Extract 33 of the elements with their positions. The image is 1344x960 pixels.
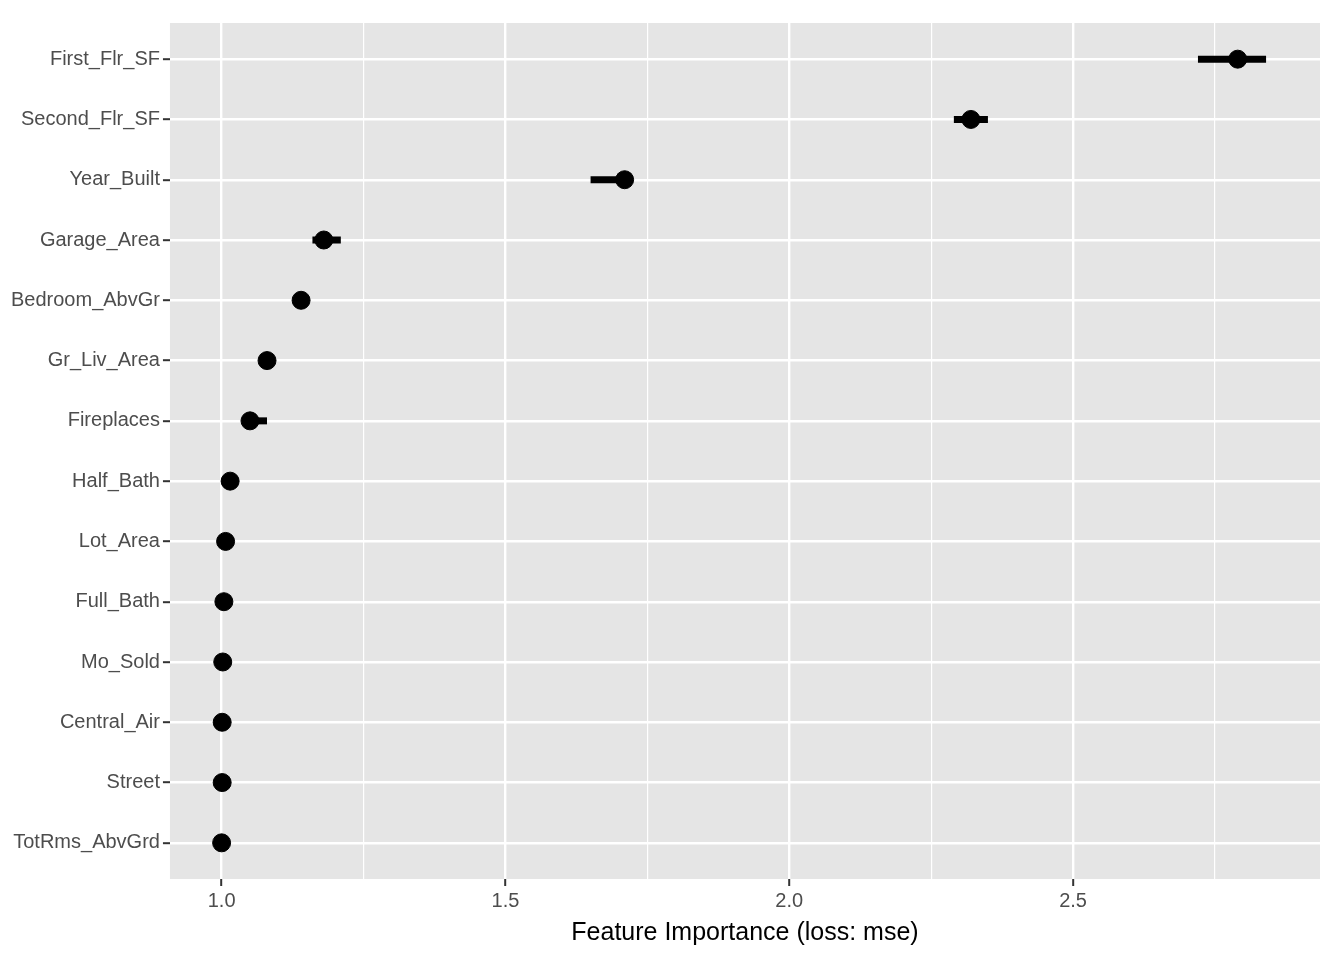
x-axis-title: Feature Importance (loss: mse) [571, 916, 919, 945]
y-tick-label: Year_Built [69, 167, 161, 191]
point [257, 351, 277, 371]
y-tick-label: Central_Air [59, 709, 161, 733]
y-tick-label: Second_Flr_SF [20, 106, 160, 130]
point [240, 411, 260, 431]
point [314, 230, 334, 250]
y-tick-label: Mo_Sold [81, 649, 160, 673]
x-tick-label: 1.5 [491, 888, 520, 911]
y-tick-label: Fireplaces [67, 408, 160, 431]
point [212, 773, 232, 793]
x-tick-label: 2.5 [1059, 888, 1087, 911]
point [213, 652, 233, 672]
y-tick-label: TotRms_AbvGrd [13, 830, 160, 854]
point [214, 592, 234, 612]
y-tick-label: First_Flr_SF [49, 46, 160, 70]
y-tick-label: Bedroom_AbvGr [10, 287, 161, 311]
point [961, 109, 981, 129]
point [212, 833, 232, 853]
point [291, 290, 311, 310]
y-tick-label: Street [106, 770, 161, 793]
point [212, 712, 232, 732]
y-tick-label: Garage_Area [39, 227, 161, 251]
y-tick-label: Gr_Liv_Area [47, 348, 161, 372]
point [220, 471, 240, 491]
x-tick-label: 2.0 [775, 888, 804, 911]
y-tick-label: Full_Bath [75, 589, 160, 613]
x-tick-label: 1.0 [207, 888, 236, 911]
y-tick-label: Lot_Area [78, 528, 161, 552]
y-tick-label: Half_Bath [72, 468, 160, 492]
point [216, 531, 236, 551]
point [615, 170, 635, 190]
point [1228, 49, 1248, 69]
